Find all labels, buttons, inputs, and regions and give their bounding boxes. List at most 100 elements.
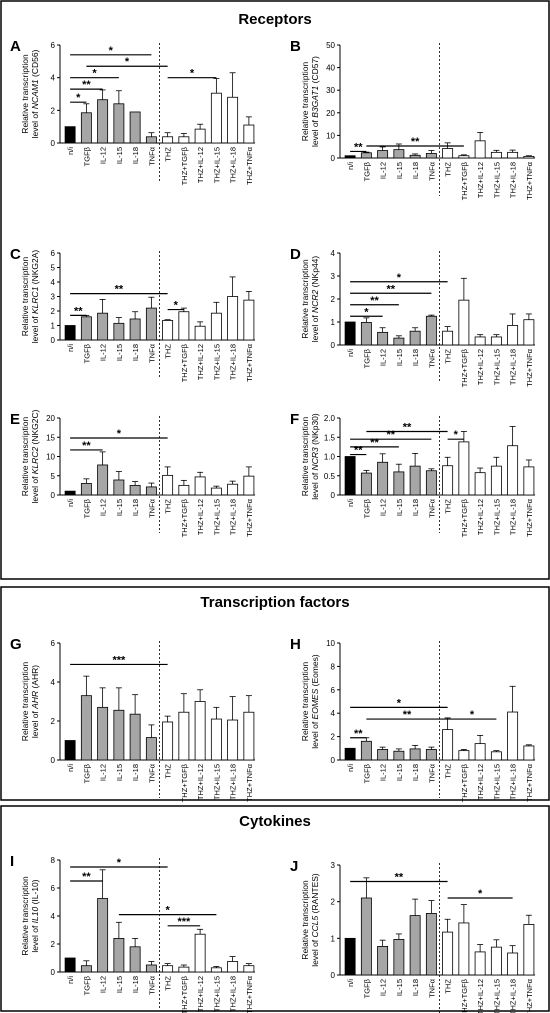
panel-letter: G bbox=[10, 636, 22, 653]
x-tick-label: IL-18 bbox=[411, 349, 420, 366]
bar bbox=[393, 939, 405, 976]
significance-label: *** bbox=[177, 916, 191, 928]
x-tick-label: THZ bbox=[164, 147, 173, 162]
panel-h: H Relative transcription level of EOMES (E… bbox=[290, 636, 535, 802]
y-tick-label: 6 bbox=[51, 249, 56, 258]
y-tick-label: 1.0 bbox=[324, 453, 336, 462]
bar bbox=[145, 737, 157, 761]
x-tick-label: n/i bbox=[346, 349, 355, 357]
y-label-gene: KLRC1 bbox=[30, 286, 40, 314]
x-tick-label: TNFα bbox=[147, 146, 156, 166]
x-tick-label: THZ+IL-15 bbox=[492, 979, 501, 1013]
bar bbox=[129, 318, 141, 341]
bar bbox=[507, 325, 519, 346]
panel-b: B Relative transcription level of B3GAT1 (… bbox=[290, 38, 535, 200]
bar bbox=[210, 967, 222, 973]
significance-label: * bbox=[397, 272, 402, 284]
x-tick-label: IL-15 bbox=[395, 979, 404, 996]
y-tick-label: 20 bbox=[46, 414, 55, 423]
bar bbox=[64, 957, 76, 973]
bar bbox=[129, 946, 141, 973]
bar bbox=[490, 151, 502, 159]
x-tick-label: TNFα bbox=[147, 498, 156, 518]
y-label-suffix: (NKG2C) bbox=[30, 409, 40, 446]
y-tick-label: 0 bbox=[51, 491, 56, 500]
bar bbox=[377, 331, 389, 346]
section-title-receptors: Receptors bbox=[238, 11, 311, 28]
y-tick-label: 4 bbox=[51, 912, 56, 921]
x-tick-label: n/i bbox=[66, 344, 75, 352]
y-tick-label: 0 bbox=[51, 336, 56, 345]
x-tick-label: THZ bbox=[444, 764, 453, 779]
y-axis-label: Relative transcription bbox=[20, 257, 30, 337]
bar bbox=[227, 961, 239, 973]
bar bbox=[393, 337, 405, 346]
bar bbox=[474, 472, 486, 496]
significance-label: * bbox=[117, 428, 122, 440]
y-tick-label: 3 bbox=[331, 861, 336, 870]
bar bbox=[210, 718, 222, 761]
y-tick-label: 3 bbox=[51, 293, 56, 302]
y-label-prefix: level of bbox=[30, 474, 40, 503]
y-label-suffix: (CD56) bbox=[30, 49, 40, 79]
bar bbox=[178, 966, 190, 973]
x-tick-label: IL-18 bbox=[411, 764, 420, 781]
x-tick-label: THZ bbox=[444, 979, 453, 994]
y-tick-label: 30 bbox=[326, 86, 335, 95]
bar bbox=[474, 140, 486, 159]
y-axis-label-gene: level of B3GAT1 (CD57) bbox=[310, 56, 320, 147]
x-tick-label: IL-12 bbox=[379, 162, 388, 179]
x-tick-label: THZ+IL-18 bbox=[229, 499, 238, 535]
y-axis-label-gene: level of KLRC1 (NKG2A) bbox=[30, 250, 40, 344]
x-tick-label: THZ+IL-15 bbox=[492, 764, 501, 800]
section-title-transcription-factors: Transcription factors bbox=[200, 594, 349, 611]
bar bbox=[97, 464, 109, 496]
x-tick-label: THZ+TNFα bbox=[525, 161, 534, 200]
y-tick-label: 6 bbox=[51, 639, 56, 648]
x-tick-label: IL-18 bbox=[131, 764, 140, 781]
x-tick-label: THZ bbox=[164, 764, 173, 779]
bar bbox=[377, 150, 389, 159]
x-tick-label: THZ+IL-12 bbox=[476, 764, 485, 800]
bar bbox=[64, 325, 76, 341]
y-label-gene: IL10 bbox=[30, 907, 40, 924]
x-tick-label: THZ+IL-15 bbox=[212, 499, 221, 535]
y-tick-label: 8 bbox=[51, 856, 56, 865]
bar bbox=[458, 299, 470, 346]
x-tick-label: THZ+IL-18 bbox=[229, 764, 238, 800]
x-tick-label: THZ bbox=[164, 499, 173, 514]
y-tick-label: 0 bbox=[51, 139, 56, 148]
bar bbox=[162, 136, 174, 144]
x-tick-label: THZ+IL-18 bbox=[229, 344, 238, 380]
bar bbox=[377, 749, 389, 761]
panel-letter: A bbox=[10, 38, 21, 55]
y-label-prefix: level of bbox=[310, 313, 320, 342]
bar bbox=[344, 456, 356, 496]
y-tick-label: 0 bbox=[331, 971, 336, 980]
section-frame-cytokines bbox=[0, 805, 550, 1012]
y-axis-label-gene: level of NCR3 (NKp30) bbox=[310, 413, 320, 500]
y-label-prefix: level of bbox=[310, 937, 320, 966]
bar bbox=[393, 471, 405, 496]
y-label-gene: KLRC2 bbox=[30, 447, 40, 475]
x-tick-label: THZ+TNFα bbox=[245, 498, 254, 537]
bar bbox=[360, 740, 372, 761]
significance-label: ** bbox=[403, 421, 412, 433]
x-tick-label: IL-12 bbox=[99, 147, 108, 164]
bar bbox=[194, 325, 206, 341]
y-tick-label: 2 bbox=[331, 295, 336, 304]
bar bbox=[243, 475, 255, 496]
x-tick-label: IL-18 bbox=[411, 499, 420, 516]
panel-letter: E bbox=[10, 411, 20, 428]
x-tick-label: TGFβ bbox=[82, 763, 91, 783]
y-tick-label: 6 bbox=[51, 884, 56, 893]
bar bbox=[80, 483, 92, 496]
x-tick-label: IL-15 bbox=[395, 764, 404, 781]
bar bbox=[360, 152, 372, 159]
panel-letter: J bbox=[290, 858, 298, 875]
y-tick-label: 5 bbox=[51, 264, 56, 273]
significance-label: *** bbox=[112, 654, 126, 666]
x-tick-label: THZ+IL-15 bbox=[492, 162, 501, 198]
x-tick-label: n/i bbox=[66, 499, 75, 507]
